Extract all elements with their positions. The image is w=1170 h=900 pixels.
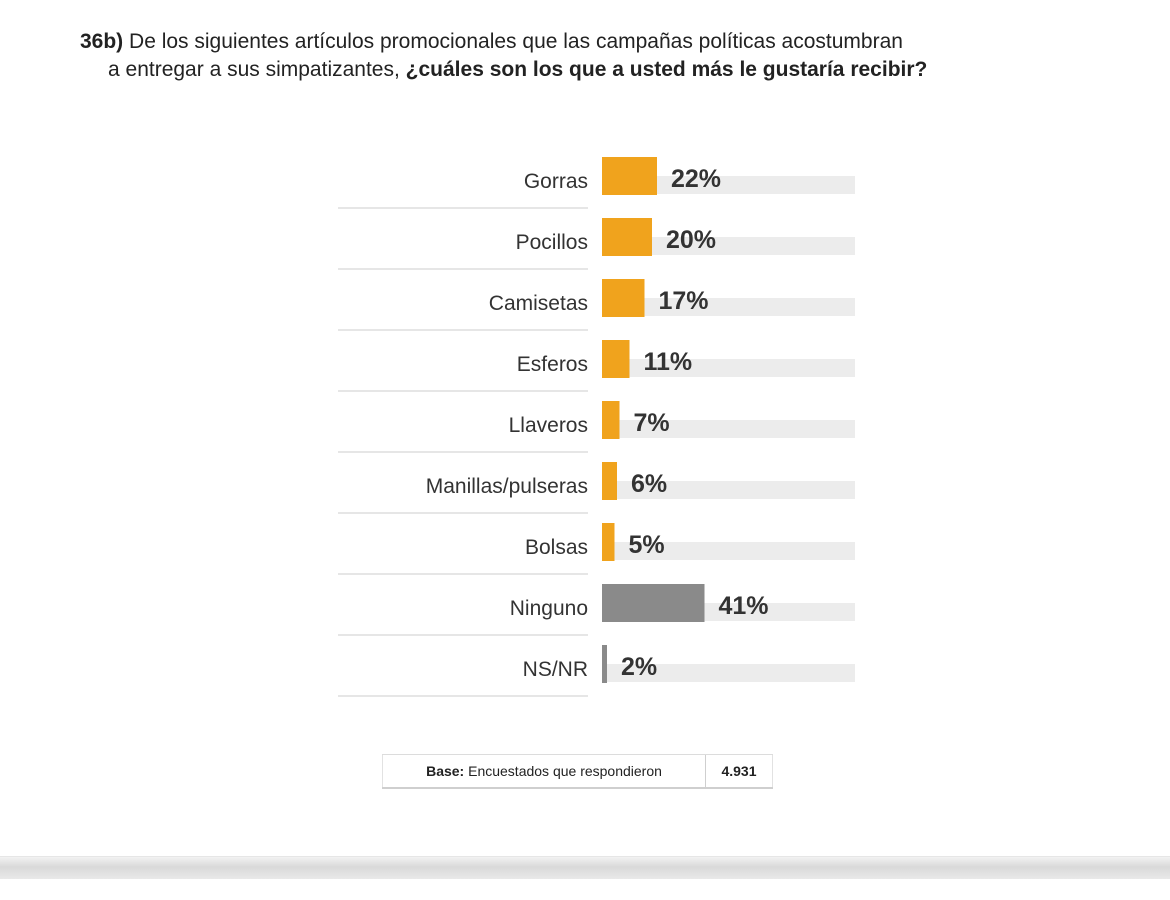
value-label: 17%: [659, 287, 709, 315]
bar: [602, 340, 630, 378]
question-number: 36b): [80, 30, 124, 53]
bar: [602, 584, 705, 622]
category-label: Esferos: [517, 353, 588, 376]
base-label: Base:: [426, 763, 465, 779]
question-text-bold: ¿cuáles son los que a usted más le gusta…: [405, 58, 928, 81]
bar-chart: Gorras 22% Pocillos 20% Camisetas 17% Esferos 1…: [338, 157, 855, 697]
category-label: Gorras: [524, 170, 588, 193]
bottom-divider: [0, 856, 1170, 879]
bar-track: [602, 420, 855, 438]
bar: [602, 523, 615, 561]
bar-track: [602, 298, 855, 316]
value-label: 6%: [631, 470, 667, 498]
bar: [602, 401, 620, 439]
bar-track: [602, 176, 855, 194]
category-label: NS/NR: [523, 658, 588, 681]
category-label: Llaveros: [509, 414, 588, 437]
base-text: Encuestados que respondieron: [468, 763, 662, 779]
value-label: 5%: [629, 531, 665, 559]
base-box: Base: Encuestados que respondieron 4.931: [382, 754, 773, 789]
value-label: 20%: [666, 226, 716, 254]
base-description: Base: Encuestados que respondieron: [382, 755, 706, 787]
bar: [602, 157, 657, 195]
bar: [602, 462, 617, 500]
bar: [602, 218, 652, 256]
category-label: Camisetas: [489, 292, 588, 315]
value-label: 22%: [671, 165, 721, 193]
bar-track: [602, 359, 855, 377]
question-text: 36b) De los siguientes artículos promoci…: [60, 28, 1120, 84]
base-value: 4.931: [706, 755, 773, 787]
question-text-part1: De los siguientes artículos promocionale…: [129, 30, 903, 53]
value-label: 11%: [644, 348, 693, 376]
value-label: 2%: [621, 653, 657, 681]
bar-track: [602, 481, 855, 499]
question-text-part2: a entregar a sus simpatizantes,: [108, 58, 400, 81]
category-label: Manillas/pulseras: [426, 475, 588, 498]
bar-track: [602, 542, 855, 560]
value-label: 41%: [719, 592, 769, 620]
category-label: Pocillos: [516, 231, 588, 254]
category-label: Ninguno: [510, 597, 588, 620]
bar: [602, 645, 607, 683]
bar: [602, 279, 645, 317]
value-label: 7%: [634, 409, 670, 437]
bar-track: [602, 237, 855, 255]
bar-track: [602, 664, 855, 682]
category-label: Bolsas: [525, 536, 588, 559]
